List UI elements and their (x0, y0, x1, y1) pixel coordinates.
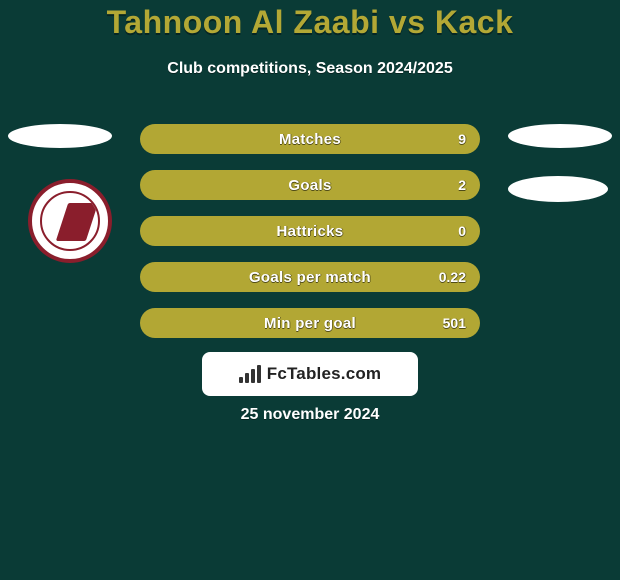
right-player-badge-1 (508, 124, 612, 148)
stat-bar: Hattricks 0 (140, 216, 480, 246)
stat-bar-value: 9 (458, 131, 466, 147)
stat-bar-label: Min per goal (264, 315, 356, 332)
stat-bar: Min per goal 501 (140, 308, 480, 338)
page-title: Tahnoon Al Zaabi vs Kack (0, 4, 620, 41)
stat-bar-label: Matches (279, 131, 341, 148)
stat-bar-value: 0 (458, 223, 466, 239)
stat-bar-label: Goals (288, 177, 331, 194)
stat-bar-label: Goals per match (249, 269, 371, 286)
left-player-badge (8, 124, 112, 148)
stat-bar-value: 501 (443, 315, 466, 331)
stat-bar: Goals 2 (140, 170, 480, 200)
comparison-infographic: Tahnoon Al Zaabi vs Kack Club competitio… (0, 0, 620, 580)
stat-bar: Goals per match 0.22 (140, 262, 480, 292)
right-player-badge-2 (508, 176, 608, 202)
club-logo (28, 179, 112, 263)
club-logo-inner (40, 191, 100, 251)
stat-bar-value: 0.22 (439, 269, 466, 285)
stat-bar: Matches 9 (140, 124, 480, 154)
date-line: 25 november 2024 (0, 406, 620, 424)
stat-bar-value: 2 (458, 177, 466, 193)
bar-chart-icon (239, 365, 261, 383)
stat-bar-label: Hattricks (277, 223, 344, 240)
stat-bars: Matches 9 Goals 2 Hattricks 0 Goals per match 0… (140, 124, 480, 354)
brand-badge: FcTables.com (202, 352, 418, 396)
brand-text: FcTables.com (267, 364, 382, 384)
page-subtitle: Club competitions, Season 2024/2025 (0, 60, 620, 78)
